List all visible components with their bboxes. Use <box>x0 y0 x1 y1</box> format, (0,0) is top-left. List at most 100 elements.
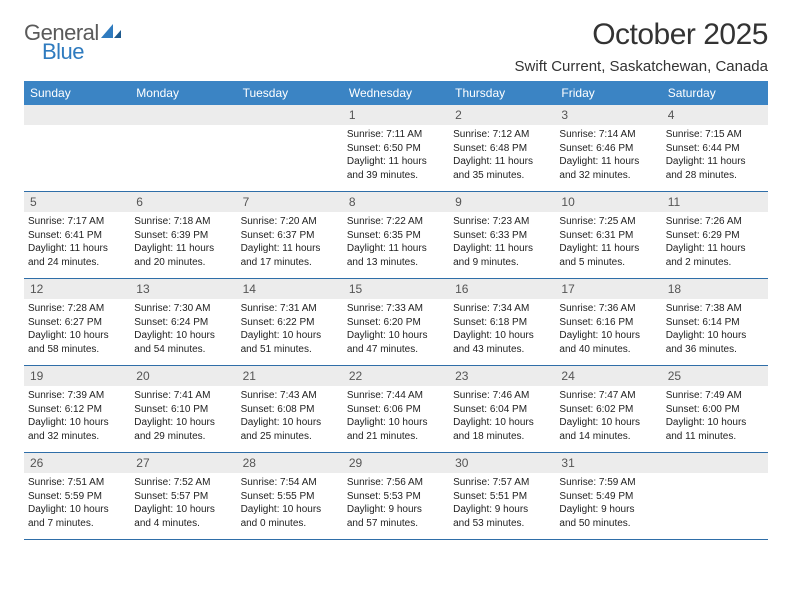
day-day2: and 29 minutes. <box>134 430 232 444</box>
day-number: 5 <box>24 192 130 212</box>
day-day1: Daylight: 11 hours <box>347 155 445 169</box>
day-day1: Daylight: 10 hours <box>666 416 764 430</box>
weekday-header: Monday <box>130 81 236 105</box>
day-sunset: Sunset: 5:51 PM <box>453 490 551 504</box>
day-number: 30 <box>449 453 555 473</box>
day-sunset: Sunset: 6:16 PM <box>559 316 657 330</box>
calendar: Sunday Monday Tuesday Wednesday Thursday… <box>24 81 768 540</box>
day-day1: Daylight: 11 hours <box>666 242 764 256</box>
day-day2: and 54 minutes. <box>134 343 232 357</box>
day-sunrise: Sunrise: 7:20 AM <box>241 215 339 229</box>
day-sunset: Sunset: 6:31 PM <box>559 229 657 243</box>
day-number: 25 <box>662 366 768 386</box>
day-day2: and 17 minutes. <box>241 256 339 270</box>
day-sunrise: Sunrise: 7:34 AM <box>453 302 551 316</box>
day-cell: 5Sunrise: 7:17 AMSunset: 6:41 PMDaylight… <box>24 192 130 278</box>
day-cell: 26Sunrise: 7:51 AMSunset: 5:59 PMDayligh… <box>24 453 130 539</box>
day-sunrise: Sunrise: 7:22 AM <box>347 215 445 229</box>
day-day2: and 50 minutes. <box>559 517 657 531</box>
day-body: Sunrise: 7:57 AMSunset: 5:51 PMDaylight:… <box>449 473 555 534</box>
day-sunrise: Sunrise: 7:44 AM <box>347 389 445 403</box>
day-sunrise: Sunrise: 7:56 AM <box>347 476 445 490</box>
day-cell: 25Sunrise: 7:49 AMSunset: 6:00 PMDayligh… <box>662 366 768 452</box>
day-body: Sunrise: 7:14 AMSunset: 6:46 PMDaylight:… <box>555 125 661 186</box>
weekday-header: Thursday <box>449 81 555 105</box>
day-day1: Daylight: 10 hours <box>134 329 232 343</box>
day-day1: Daylight: 10 hours <box>28 416 126 430</box>
day-cell: 24Sunrise: 7:47 AMSunset: 6:02 PMDayligh… <box>555 366 661 452</box>
day-cell: 30Sunrise: 7:57 AMSunset: 5:51 PMDayligh… <box>449 453 555 539</box>
day-body: Sunrise: 7:18 AMSunset: 6:39 PMDaylight:… <box>130 212 236 273</box>
day-day2: and 36 minutes. <box>666 343 764 357</box>
day-sunrise: Sunrise: 7:15 AM <box>666 128 764 142</box>
day-cell: 22Sunrise: 7:44 AMSunset: 6:06 PMDayligh… <box>343 366 449 452</box>
day-day1: Daylight: 10 hours <box>28 329 126 343</box>
day-day1: Daylight: 9 hours <box>347 503 445 517</box>
day-day2: and 28 minutes. <box>666 169 764 183</box>
day-cell: 19Sunrise: 7:39 AMSunset: 6:12 PMDayligh… <box>24 366 130 452</box>
day-number: 24 <box>555 366 661 386</box>
day-sunset: Sunset: 6:48 PM <box>453 142 551 156</box>
day-sunrise: Sunrise: 7:51 AM <box>28 476 126 490</box>
day-body: Sunrise: 7:15 AMSunset: 6:44 PMDaylight:… <box>662 125 768 186</box>
day-number: 6 <box>130 192 236 212</box>
day-body: Sunrise: 7:41 AMSunset: 6:10 PMDaylight:… <box>130 386 236 447</box>
day-day2: and 13 minutes. <box>347 256 445 270</box>
day-sunset: Sunset: 6:27 PM <box>28 316 126 330</box>
day-body: Sunrise: 7:33 AMSunset: 6:20 PMDaylight:… <box>343 299 449 360</box>
day-sunset: Sunset: 6:46 PM <box>559 142 657 156</box>
day-cell: 20Sunrise: 7:41 AMSunset: 6:10 PMDayligh… <box>130 366 236 452</box>
week-row: 26Sunrise: 7:51 AMSunset: 5:59 PMDayligh… <box>24 453 768 540</box>
day-cell <box>662 453 768 539</box>
day-cell: 18Sunrise: 7:38 AMSunset: 6:14 PMDayligh… <box>662 279 768 365</box>
day-day1: Daylight: 11 hours <box>559 155 657 169</box>
day-day2: and 7 minutes. <box>28 517 126 531</box>
day-sunset: Sunset: 6:39 PM <box>134 229 232 243</box>
day-cell <box>24 105 130 191</box>
day-day1: Daylight: 10 hours <box>134 416 232 430</box>
day-body: Sunrise: 7:52 AMSunset: 5:57 PMDaylight:… <box>130 473 236 534</box>
day-sunset: Sunset: 6:24 PM <box>134 316 232 330</box>
day-sunset: Sunset: 6:37 PM <box>241 229 339 243</box>
day-day1: Daylight: 11 hours <box>134 242 232 256</box>
day-day1: Daylight: 10 hours <box>241 329 339 343</box>
day-sunrise: Sunrise: 7:38 AM <box>666 302 764 316</box>
day-body: Sunrise: 7:26 AMSunset: 6:29 PMDaylight:… <box>662 212 768 273</box>
day-day2: and 51 minutes. <box>241 343 339 357</box>
day-sunset: Sunset: 5:57 PM <box>134 490 232 504</box>
day-day2: and 35 minutes. <box>453 169 551 183</box>
day-number: 22 <box>343 366 449 386</box>
day-number: 26 <box>24 453 130 473</box>
day-body: Sunrise: 7:59 AMSunset: 5:49 PMDaylight:… <box>555 473 661 534</box>
day-sunset: Sunset: 5:49 PM <box>559 490 657 504</box>
day-number: 4 <box>662 105 768 125</box>
day-body: Sunrise: 7:47 AMSunset: 6:02 PMDaylight:… <box>555 386 661 447</box>
day-day2: and 32 minutes. <box>559 169 657 183</box>
day-sunrise: Sunrise: 7:33 AM <box>347 302 445 316</box>
day-day2: and 21 minutes. <box>347 430 445 444</box>
day-cell: 21Sunrise: 7:43 AMSunset: 6:08 PMDayligh… <box>237 366 343 452</box>
day-sunrise: Sunrise: 7:54 AM <box>241 476 339 490</box>
day-sunset: Sunset: 6:10 PM <box>134 403 232 417</box>
day-sunrise: Sunrise: 7:46 AM <box>453 389 551 403</box>
day-day2: and 53 minutes. <box>453 517 551 531</box>
day-day1: Daylight: 10 hours <box>453 416 551 430</box>
day-number: 20 <box>130 366 236 386</box>
day-body: Sunrise: 7:54 AMSunset: 5:55 PMDaylight:… <box>237 473 343 534</box>
day-sunset: Sunset: 6:02 PM <box>559 403 657 417</box>
day-day2: and 57 minutes. <box>347 517 445 531</box>
day-number: 3 <box>555 105 661 125</box>
weekday-header-row: Sunday Monday Tuesday Wednesday Thursday… <box>24 81 768 105</box>
day-body: Sunrise: 7:17 AMSunset: 6:41 PMDaylight:… <box>24 212 130 273</box>
day-day1: Daylight: 11 hours <box>559 242 657 256</box>
day-day1: Daylight: 10 hours <box>559 416 657 430</box>
day-day2: and 24 minutes. <box>28 256 126 270</box>
day-cell <box>130 105 236 191</box>
week-row: 1Sunrise: 7:11 AMSunset: 6:50 PMDaylight… <box>24 105 768 192</box>
day-number <box>130 105 236 125</box>
day-sunset: Sunset: 6:22 PM <box>241 316 339 330</box>
day-day1: Daylight: 10 hours <box>453 329 551 343</box>
day-body: Sunrise: 7:36 AMSunset: 6:16 PMDaylight:… <box>555 299 661 360</box>
day-day1: Daylight: 9 hours <box>559 503 657 517</box>
day-number: 17 <box>555 279 661 299</box>
